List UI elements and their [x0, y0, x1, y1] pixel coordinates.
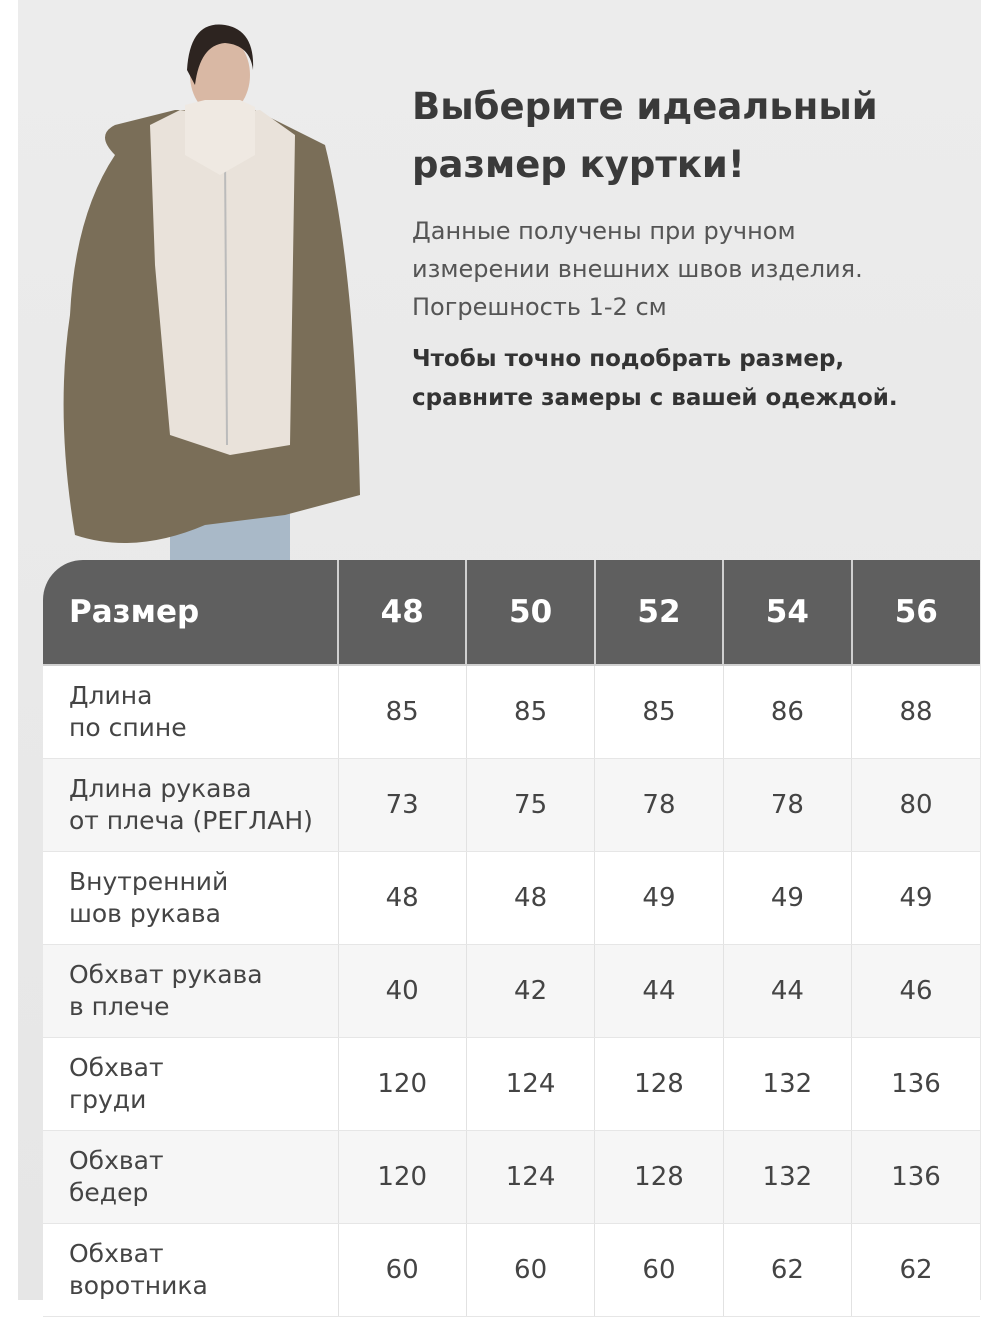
- measurement-label: Обхват воротника: [43, 1223, 339, 1317]
- note-line: Чтобы точно подобрать размер,: [412, 346, 845, 372]
- measurement-value: 128: [594, 1130, 724, 1224]
- measurement-value: 60: [338, 1223, 467, 1317]
- description-line: Данные получены при ручном: [412, 217, 796, 245]
- measurement-value: 78: [594, 758, 724, 852]
- measurement-value: 49: [594, 851, 724, 945]
- page-title: Выберите идеальный размер куртки!: [412, 78, 972, 194]
- measurement-label: Длина рукава от плеча (РЕГЛАН): [43, 758, 339, 852]
- measurement-value: 62: [723, 1223, 853, 1317]
- measurement-value: 60: [466, 1223, 596, 1317]
- measurement-value: 49: [723, 851, 853, 945]
- description-line: Погрешность 1-2 см: [412, 293, 667, 321]
- size-header-cell: 50: [466, 560, 596, 666]
- measurement-value: 42: [466, 944, 596, 1038]
- table-row: Обхват груди 120 124 128 132 136: [43, 1037, 980, 1131]
- measurement-value: 124: [466, 1037, 596, 1131]
- measurement-value: 85: [594, 665, 724, 759]
- size-header-cell: 54: [723, 560, 853, 666]
- measurement-value: 132: [723, 1037, 853, 1131]
- measurement-value: 73: [338, 758, 467, 852]
- size-header-cell: 56: [851, 560, 980, 666]
- measurement-value: 136: [851, 1037, 980, 1131]
- measurement-value: 86: [723, 665, 853, 759]
- measurement-value: 60: [594, 1223, 724, 1317]
- table-row: Обхват рукава в плече 40 42 44 44 46: [43, 944, 980, 1038]
- note-line: сравните замеры с вашей одеждой.: [412, 385, 898, 411]
- measurement-label: Внутренний шов рукава: [43, 851, 339, 945]
- measurement-value: 120: [338, 1130, 467, 1224]
- table-row: Внутренний шов рукава 48 48 49 49 49: [43, 851, 980, 945]
- size-header-label: Размер: [43, 560, 339, 666]
- size-table: Размер 48 50 52 54 56 Длина по спине 85 85 85 86 8…: [43, 560, 980, 1317]
- fit-note: Чтобы точно подобрать размер, сравните з…: [412, 340, 972, 418]
- measurement-value: 80: [851, 758, 980, 852]
- measurement-label: Длина по спине: [43, 665, 339, 759]
- face: [190, 35, 250, 115]
- measurement-value: 44: [723, 944, 853, 1038]
- description: Данные получены при ручном измерении вне…: [412, 212, 972, 326]
- measurement-value: 124: [466, 1130, 596, 1224]
- measurement-value: 48: [338, 851, 467, 945]
- measurement-value: 128: [594, 1037, 724, 1131]
- table-row: Длина по спине 85 85 85 86 88: [43, 665, 980, 759]
- size-header-cell: 52: [594, 560, 725, 666]
- measurement-label: Обхват рукава в плече: [43, 944, 339, 1038]
- model-photo: [63, 24, 361, 560]
- measurement-value: 40: [338, 944, 467, 1038]
- measurement-value: 120: [338, 1037, 467, 1131]
- description-line: измерении внешних швов изделия.: [412, 255, 863, 283]
- size-header-row: Размер 48 50 52 54 56: [43, 560, 980, 666]
- measurement-value: 85: [338, 665, 467, 759]
- measurement-value: 62: [851, 1223, 980, 1317]
- measurement-value: 88: [851, 665, 980, 759]
- measurement-value: 49: [851, 851, 980, 945]
- vest: [150, 110, 295, 455]
- measurement-value: 78: [723, 758, 853, 852]
- measurement-label: Обхват груди: [43, 1037, 339, 1131]
- measurement-value: 85: [466, 665, 596, 759]
- measurement-value: 75: [466, 758, 596, 852]
- measurement-value: 48: [466, 851, 596, 945]
- measurement-value: 46: [851, 944, 980, 1038]
- title-line: размер куртки!: [412, 143, 745, 186]
- table-row: Обхват бедер 120 124 128 132 136: [43, 1130, 980, 1224]
- size-header-cell: 48: [338, 560, 468, 666]
- measurement-value: 136: [851, 1130, 980, 1224]
- table-row: Обхват воротника 60 60 60 62 62: [43, 1223, 980, 1317]
- measurement-value: 132: [723, 1130, 853, 1224]
- measurement-label: Обхват бедер: [43, 1130, 339, 1224]
- measurement-value: 44: [594, 944, 724, 1038]
- table-row: Длина рукава от плеча (РЕГЛАН) 73 75 78 78 80: [43, 758, 980, 852]
- title-line: Выберите идеальный: [412, 85, 878, 128]
